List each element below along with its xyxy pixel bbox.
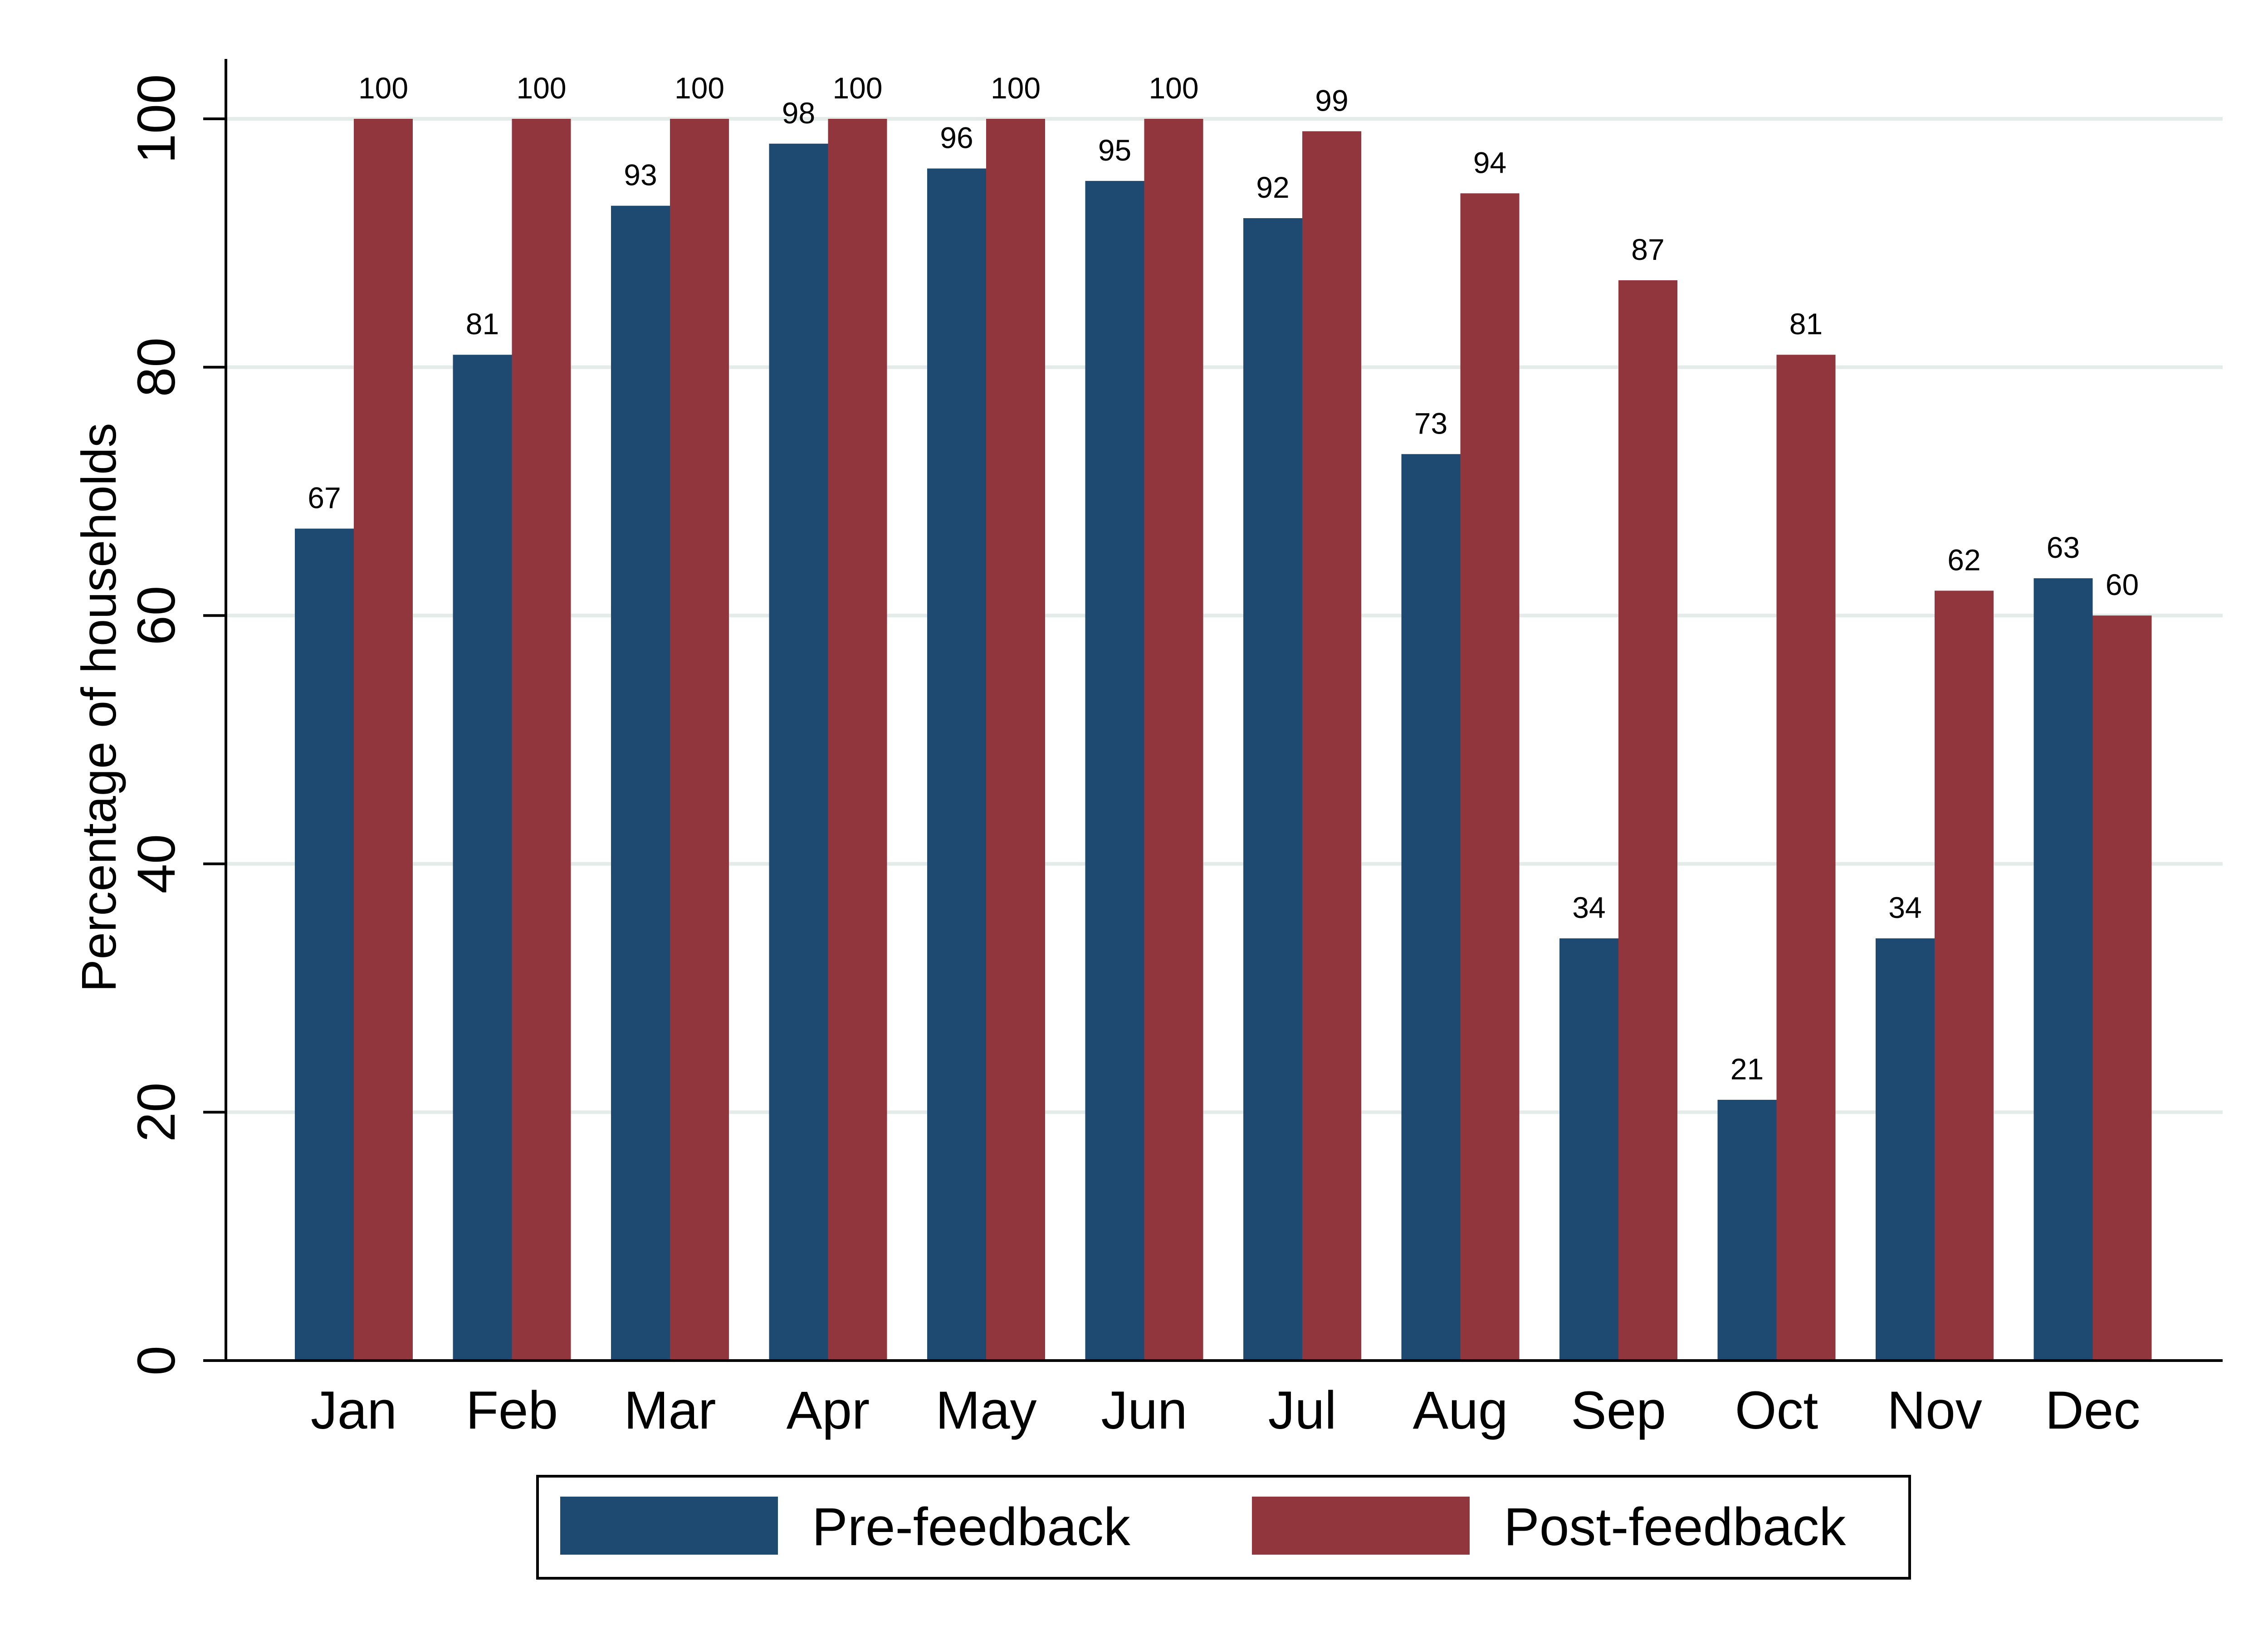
x-tick-label-jun: Jun xyxy=(1101,1381,1187,1440)
legend-swatch-post xyxy=(1252,1497,1470,1555)
bar-post-aug xyxy=(1460,193,1520,1361)
data-label: 60 xyxy=(2106,568,2139,601)
data-label: 73 xyxy=(1414,406,1447,440)
y-tick-label: 60 xyxy=(127,586,186,645)
bars xyxy=(295,119,2152,1361)
data-label: 63 xyxy=(2047,531,2080,564)
bar-pre-nov xyxy=(1876,938,1935,1361)
x-tick-label-feb: Feb xyxy=(466,1381,558,1440)
data-label: 100 xyxy=(991,71,1041,105)
x-tick-label-oct: Oct xyxy=(1735,1381,1818,1440)
x-tick-label-aug: Aug xyxy=(1413,1381,1508,1440)
bar-pre-aug xyxy=(1401,454,1461,1361)
bar-pre-apr xyxy=(769,143,828,1361)
y-axis-label: Percentage of households xyxy=(71,423,126,992)
y-tick-label: 80 xyxy=(127,337,186,397)
data-labels: 67 100 81 100 93 100 98 100 96 100 95 100 92 99 73 94 34… xyxy=(308,71,2139,1086)
data-label: 100 xyxy=(516,71,566,105)
bar-pre-jun xyxy=(1085,181,1144,1361)
data-label: 98 xyxy=(782,96,815,130)
x-tick-label-jul: Jul xyxy=(1268,1381,1337,1440)
data-label: 34 xyxy=(1572,891,1605,924)
legend-label-post: Post-feedback xyxy=(1504,1497,1846,1557)
bar-pre-mar xyxy=(611,205,670,1361)
data-label: 81 xyxy=(466,307,499,341)
data-label: 94 xyxy=(1473,146,1506,179)
y-tick-label: 100 xyxy=(127,74,186,164)
bar-post-sep xyxy=(1618,280,1677,1361)
x-tick-label-mar: Mar xyxy=(624,1381,716,1440)
bar-pre-may xyxy=(927,168,986,1361)
legend-swatch-pre xyxy=(560,1497,778,1555)
x-tick-label-may: May xyxy=(936,1381,1037,1440)
bar-pre-feb xyxy=(453,355,512,1361)
bar-post-jan xyxy=(354,119,413,1361)
bar-pre-oct xyxy=(1717,1100,1777,1361)
data-label: 100 xyxy=(1149,71,1198,105)
y-tick-label: 20 xyxy=(127,1083,186,1142)
bar-post-dec xyxy=(2092,615,2152,1361)
x-tick-label-dec: Dec xyxy=(2045,1381,2141,1440)
legend-label-pre: Pre-feedback xyxy=(812,1497,1131,1557)
data-label: 34 xyxy=(1888,891,1921,924)
data-label: 95 xyxy=(1098,133,1131,167)
data-label: 99 xyxy=(1315,83,1348,117)
bar-post-jun xyxy=(1144,119,1203,1361)
bar-post-jul xyxy=(1302,131,1361,1361)
bar-pre-jul xyxy=(1243,218,1302,1361)
data-label: 81 xyxy=(1789,307,1823,341)
x-tick-label-apr: Apr xyxy=(787,1381,870,1440)
legend-box xyxy=(536,1475,1911,1580)
data-label: 87 xyxy=(1631,233,1664,266)
bar-pre-jan xyxy=(295,528,354,1361)
bar-pre-dec xyxy=(2033,578,2093,1361)
data-label: 93 xyxy=(624,158,657,192)
bar-post-feb xyxy=(512,119,571,1361)
bar-post-may xyxy=(986,119,1045,1361)
data-label: 21 xyxy=(1730,1052,1764,1086)
axes: Jan Feb Mar Apr May Jun Jul Aug Sep Oct Nov Dec 0 20 4… xyxy=(127,59,2223,1440)
bar-post-oct xyxy=(1776,355,1836,1361)
bar-post-mar xyxy=(670,119,729,1361)
data-label: 67 xyxy=(308,481,341,515)
bar-pre-sep xyxy=(1559,938,1618,1361)
legend: Pre-feedback Post-feedback xyxy=(536,1475,1911,1580)
bar-post-nov xyxy=(1935,590,1994,1361)
x-tick-label-nov: Nov xyxy=(1887,1381,1982,1440)
data-label: 100 xyxy=(675,71,724,105)
y-tick-label: 0 xyxy=(127,1346,186,1376)
data-label: 96 xyxy=(940,121,973,155)
x-tick-label-sep: Sep xyxy=(1571,1381,1666,1440)
data-label: 62 xyxy=(1947,543,1980,576)
y-tick-label: 40 xyxy=(127,834,186,893)
data-label: 92 xyxy=(1256,171,1289,204)
bar-post-apr xyxy=(828,119,887,1361)
data-label: 100 xyxy=(832,71,882,105)
x-tick-label-jan: Jan xyxy=(311,1381,397,1440)
data-label: 100 xyxy=(358,71,408,105)
